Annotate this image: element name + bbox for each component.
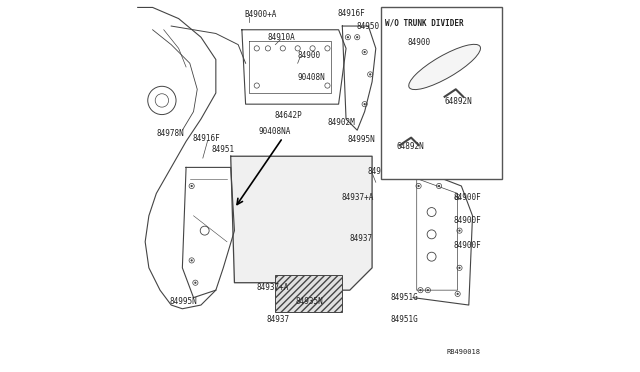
Circle shape — [417, 185, 420, 187]
Ellipse shape — [409, 44, 481, 90]
Text: RB490018: RB490018 — [447, 349, 481, 355]
Text: 84900M: 84900M — [392, 163, 420, 172]
Text: 84935N: 84935N — [296, 297, 324, 306]
Circle shape — [419, 289, 422, 291]
Circle shape — [347, 36, 349, 38]
Circle shape — [438, 185, 440, 187]
Polygon shape — [275, 275, 342, 312]
Text: 84937: 84937 — [349, 234, 372, 243]
Text: 84992: 84992 — [447, 164, 470, 173]
FancyBboxPatch shape — [381, 7, 502, 179]
Text: 84951: 84951 — [211, 145, 234, 154]
Text: 84937: 84937 — [266, 315, 289, 324]
Text: 84900: 84900 — [408, 38, 431, 46]
Text: 84900: 84900 — [298, 51, 321, 60]
Text: B4900+A: B4900+A — [244, 10, 276, 19]
Circle shape — [369, 73, 371, 76]
Text: 84995N: 84995N — [348, 135, 376, 144]
Circle shape — [356, 36, 358, 38]
Circle shape — [458, 230, 461, 232]
Circle shape — [456, 293, 459, 295]
Text: 84916F: 84916F — [338, 9, 365, 17]
Text: 84951G: 84951G — [390, 315, 419, 324]
Text: 84910A: 84910A — [268, 33, 296, 42]
Circle shape — [195, 282, 196, 284]
Text: 90408NA: 90408NA — [259, 127, 291, 136]
Text: 84900F: 84900F — [453, 193, 481, 202]
Text: 84951G: 84951G — [367, 167, 396, 176]
Text: 64892N: 64892N — [445, 97, 472, 106]
Text: 84900F: 84900F — [453, 241, 481, 250]
Circle shape — [456, 196, 459, 198]
Text: W/O TRUNK DIVIDER: W/O TRUNK DIVIDER — [385, 19, 464, 28]
Text: 84900F: 84900F — [453, 216, 481, 225]
Circle shape — [191, 259, 193, 262]
Text: 84995N: 84995N — [170, 297, 197, 306]
Text: 84937+A: 84937+A — [342, 193, 374, 202]
Circle shape — [364, 103, 365, 105]
Circle shape — [458, 267, 461, 269]
Text: 90408N: 90408N — [298, 73, 325, 81]
Text: 84916F: 84916F — [193, 134, 221, 143]
Text: 84950: 84950 — [356, 22, 380, 31]
Polygon shape — [231, 156, 372, 290]
Text: 84902M: 84902M — [328, 118, 355, 127]
Circle shape — [364, 51, 365, 53]
Text: 84937+A: 84937+A — [257, 283, 289, 292]
Text: 64892N: 64892N — [396, 142, 424, 151]
Text: 84951G: 84951G — [390, 293, 419, 302]
Circle shape — [427, 289, 429, 291]
Circle shape — [191, 185, 193, 187]
Text: 84978N: 84978N — [156, 129, 184, 138]
Text: 84642P: 84642P — [275, 111, 302, 120]
